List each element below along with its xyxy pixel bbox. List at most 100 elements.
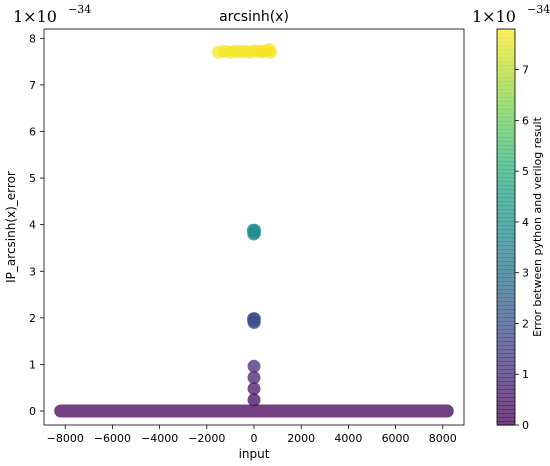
scatter-point	[247, 359, 261, 373]
scatter-band-zero	[54, 404, 454, 418]
colorbar-segment	[497, 145, 515, 150]
colorbar-tick-label: 4	[522, 216, 529, 229]
colorbar: 0 1 2 3 4 5 6 7	[496, 28, 529, 432]
colorbar-segment	[497, 81, 515, 86]
x-tick-label: −4000	[141, 432, 178, 445]
y-tick-label: 1	[29, 358, 36, 371]
colorbar-segment	[497, 73, 515, 78]
colorbar-segment	[497, 297, 515, 302]
colorbar-segment	[497, 289, 515, 294]
colorbar-segment	[497, 89, 515, 94]
y-tick-label: 5	[29, 172, 36, 185]
colorbar-segment	[497, 405, 515, 410]
colorbar-segment	[497, 417, 515, 422]
colorbar-segment	[497, 281, 515, 286]
colorbar-segment	[497, 29, 515, 34]
colorbar-tick-label: 0	[522, 419, 529, 432]
colorbar-segment	[497, 381, 515, 386]
colorbar-segment	[497, 77, 515, 82]
colorbar-segment	[497, 401, 515, 406]
x-tick-label: −8000	[47, 432, 84, 445]
x-tick-label: −2000	[188, 432, 225, 445]
colorbar-segment	[497, 153, 515, 158]
colorbar-segment	[497, 49, 515, 54]
colorbar-segment	[497, 41, 515, 46]
colorbar-segment	[497, 277, 515, 282]
colorbar-segment	[497, 181, 515, 186]
scatter-points	[54, 42, 454, 418]
plot-frame	[43, 28, 465, 426]
y-tick-label: 2	[29, 312, 36, 325]
colorbar-segment	[497, 137, 515, 142]
colorbar-tick-label: 7	[522, 64, 529, 77]
colorbar-segment	[497, 169, 515, 174]
colorbar-segment	[497, 65, 515, 70]
y-tick-label: 0	[29, 405, 36, 418]
colorbar-segment	[497, 385, 515, 390]
colorbar-segment	[497, 361, 515, 366]
x-tick-label: 4000	[334, 432, 362, 445]
colorbar-segment	[497, 205, 515, 210]
colorbar-segment	[497, 301, 515, 306]
colorbar-segment	[497, 97, 515, 102]
colorbar-segment	[497, 229, 515, 234]
y-tick-label: 3	[29, 265, 36, 278]
colorbar-segment	[497, 121, 515, 126]
scatter-point	[247, 382, 261, 396]
colorbar-segment	[497, 217, 515, 222]
colorbar-segment	[497, 53, 515, 58]
colorbar-segment	[497, 421, 515, 426]
colorbar-segment	[497, 245, 515, 250]
colorbar-segment	[497, 317, 515, 322]
colorbar-multiplier-exponent: −34	[527, 3, 550, 16]
colorbar-tick-label: 2	[522, 317, 529, 330]
colorbar-segment	[497, 349, 515, 354]
colorbar-segment	[497, 33, 515, 38]
scatter-point	[247, 393, 261, 407]
colorbar-segment	[497, 305, 515, 310]
colorbar-segment	[497, 185, 515, 190]
colorbar-segment	[497, 321, 515, 326]
colorbar-segment	[497, 69, 515, 74]
colorbar-tick-label: 6	[522, 114, 529, 127]
colorbar-segment	[497, 325, 515, 330]
colorbar-tick-label: 5	[522, 165, 529, 178]
colorbar-segment	[497, 373, 515, 378]
y-axis-label: IP_arcsinh(x)_error	[4, 171, 18, 283]
colorbar-segment	[497, 285, 515, 290]
colorbar-segment	[497, 253, 515, 258]
colorbar-segment	[497, 261, 515, 266]
colorbar-segment	[497, 201, 515, 206]
colorbar-segment	[497, 197, 515, 202]
colorbar-segment	[497, 157, 515, 162]
x-tick-label: 2000	[287, 432, 315, 445]
y-axis: 0 1 2 3 4 5 6 7 8	[29, 32, 44, 418]
y-tick-label: 6	[29, 125, 36, 138]
colorbar-segment	[497, 249, 515, 254]
colorbar-segment	[497, 345, 515, 350]
colorbar-segment	[497, 377, 515, 382]
colorbar-segment	[497, 113, 515, 118]
colorbar-multiplier-base: 1×10	[472, 7, 516, 26]
colorbar-segment	[497, 409, 515, 414]
colorbar-axis: 0 1 2 3 4 5 6 7	[515, 64, 529, 432]
colorbar-segment	[497, 309, 515, 314]
colorbar-segment	[497, 225, 515, 230]
colorbar-gradient	[497, 29, 515, 426]
colorbar-segment	[497, 193, 515, 198]
colorbar-segment	[497, 177, 515, 182]
x-tick-label: 0	[251, 432, 258, 445]
colorbar-segment	[497, 413, 515, 418]
colorbar-segment	[497, 101, 515, 106]
colorbar-segment	[497, 85, 515, 90]
colorbar-segment	[497, 353, 515, 358]
colorbar-segment	[497, 241, 515, 246]
scatter-point	[247, 226, 261, 240]
colorbar-segment	[497, 313, 515, 318]
scatter-point	[247, 316, 261, 330]
scatter-point	[264, 45, 278, 59]
colorbar-segment	[497, 93, 515, 98]
x-tick-label: 8000	[429, 432, 457, 445]
x-tick-label: 6000	[382, 432, 410, 445]
